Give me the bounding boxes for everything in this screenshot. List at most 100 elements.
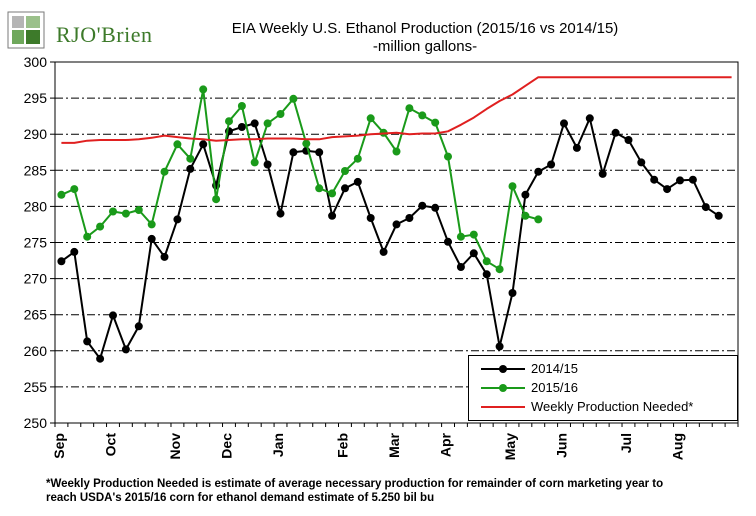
- y-tick-label: 255: [24, 379, 48, 395]
- x-month-label: Feb: [335, 433, 351, 458]
- chart-subtitle: -million gallons-: [372, 38, 478, 55]
- series-0-point: [57, 257, 66, 266]
- legend-item-2014-15: 2014/15: [479, 360, 735, 378]
- series-0-point: [598, 169, 607, 178]
- series-1-point: [237, 102, 246, 110]
- rjo-square-logo-icon: [7, 11, 45, 49]
- y-tick-label: 295: [24, 90, 48, 106]
- series-0-point: [469, 249, 478, 258]
- x-month-label: Sep: [51, 433, 67, 459]
- legend-swatch-green-line-icon: [481, 384, 525, 392]
- x-month-label: May: [502, 433, 518, 460]
- series-0-point: [353, 177, 362, 186]
- y-tick-label: 290: [24, 126, 48, 142]
- series-1-point: [173, 140, 182, 149]
- series-0-point: [173, 215, 182, 224]
- series-1-point: [96, 222, 105, 231]
- series-1-point: [302, 139, 311, 148]
- series-1-point: [83, 232, 92, 241]
- legend-label: Weekly Production Needed*: [531, 399, 694, 414]
- legend-swatch-black-line-icon: [481, 365, 525, 373]
- series-0-point: [560, 119, 568, 128]
- series-0-point: [83, 337, 92, 346]
- series-1-point: [160, 167, 169, 176]
- legend-item-2015-16: 2015/16: [479, 379, 735, 397]
- series-0-point: [392, 220, 401, 229]
- series-0-point: [70, 247, 79, 256]
- series-1-point: [57, 190, 66, 199]
- y-tick-label: 250: [24, 415, 48, 431]
- series-0-point: [456, 263, 465, 271]
- series-1-point: [392, 147, 401, 156]
- series-1-point: [289, 94, 298, 103]
- series-1-point: [212, 195, 221, 204]
- series-1-point: [250, 158, 259, 167]
- series-1-point: [444, 152, 452, 161]
- series-0-point: [289, 148, 298, 157]
- series-0-point: [663, 185, 672, 194]
- series-0-point: [547, 160, 556, 169]
- legend-label: 2014/15: [531, 361, 578, 376]
- series-0-point: [624, 136, 633, 144]
- legend-label: 2015/16: [531, 380, 578, 395]
- series-0-point: [611, 128, 620, 137]
- series-1-point: [353, 154, 362, 163]
- x-month-label: Mar: [386, 432, 402, 457]
- series-1-point: [186, 154, 195, 163]
- x-month-label: Jan: [270, 433, 286, 457]
- series-0-point: [714, 211, 723, 220]
- series-0-point: [109, 311, 117, 320]
- x-month-label: Nov: [167, 433, 183, 460]
- series-1-point: [315, 184, 324, 193]
- y-tick-label: 275: [24, 235, 48, 251]
- series-0-point: [418, 201, 427, 210]
- series-1-point: [263, 119, 272, 128]
- series-1-point: [534, 215, 543, 224]
- series-line-2: [61, 76, 732, 144]
- series-1-point: [328, 189, 337, 198]
- company-logo: RJO'Brien: [6, 8, 156, 52]
- series-0-point: [96, 354, 105, 363]
- y-tick-label: 285: [24, 162, 48, 178]
- series-0-point: [495, 342, 504, 351]
- series-0-point: [328, 211, 337, 220]
- series-1-point: [521, 211, 530, 220]
- x-month-label: Jun: [554, 433, 570, 458]
- series-0-point: [263, 160, 272, 169]
- legend-swatch-red-line-icon: [481, 406, 525, 408]
- series-0-point: [444, 237, 452, 246]
- series-0-point: [160, 252, 169, 261]
- series-0-point: [688, 175, 697, 184]
- y-tick-label: 265: [24, 307, 48, 323]
- series-0-point: [199, 140, 208, 149]
- series-1-point: [134, 206, 143, 214]
- series-0-point: [147, 234, 156, 243]
- series-1-point: [121, 209, 130, 218]
- series-1-point: [276, 110, 285, 118]
- y-tick-label: 280: [24, 198, 48, 214]
- series-1-point: [469, 230, 478, 239]
- footnote: *Weekly Production Needed is estimate of…: [46, 477, 746, 505]
- series-1-point: [495, 265, 504, 274]
- series-1-point: [341, 167, 349, 175]
- series-0-point: [585, 114, 594, 123]
- series-0-point: [650, 175, 659, 184]
- legend-item-production-needed: Weekly Production Needed*: [479, 398, 735, 416]
- footnote-line-1: *Weekly Production Needed is estimate of…: [46, 478, 664, 490]
- series-1-point: [431, 118, 440, 127]
- series-0-point: [701, 203, 710, 212]
- series-1-point: [456, 232, 465, 241]
- series-0-point: [676, 176, 684, 185]
- series-0-point: [237, 123, 246, 131]
- series-0-point: [637, 158, 646, 167]
- series-1-point: [199, 85, 208, 94]
- series-0-point: [508, 289, 517, 297]
- series-1-point: [147, 220, 156, 229]
- series-0-point: [315, 148, 324, 157]
- y-tick-label: 300: [24, 54, 48, 70]
- company-logo-text: RJO'Brien: [56, 22, 153, 47]
- y-tick-label: 270: [24, 271, 48, 287]
- footnote-line-2: reach USDA's 2015/16 corn for ethanol de…: [46, 492, 435, 504]
- series-0-point: [534, 167, 543, 176]
